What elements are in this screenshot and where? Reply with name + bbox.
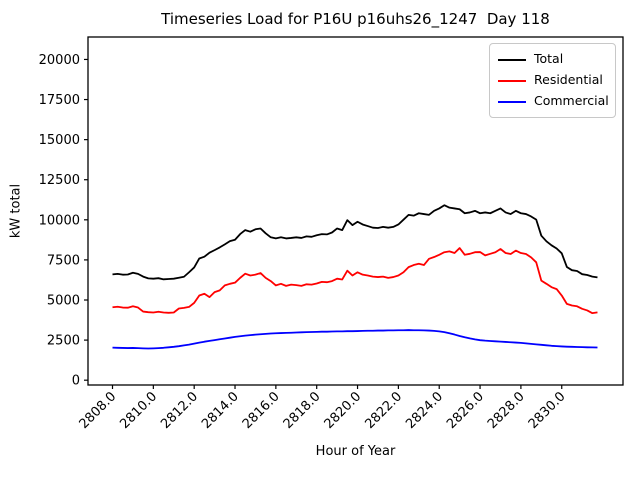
series-line-residential <box>112 247 598 315</box>
legend-line-sample-total <box>498 58 526 61</box>
y-tick-label: 15000 <box>39 133 80 148</box>
x-tick-label: 2810.0 <box>117 389 160 432</box>
x-tick-label: 2808.0 <box>77 389 120 432</box>
y-tick-label: 10000 <box>39 213 80 228</box>
legend-line-sample-commercial <box>498 100 526 103</box>
y-tick-label: 7500 <box>47 253 80 268</box>
x-tick-label: 2826.0 <box>444 389 487 432</box>
legend-entry-total: Total <box>498 49 609 70</box>
legend-entry-residential: Residential <box>498 70 609 91</box>
legend: Total Residential Commercial <box>489 43 616 118</box>
x-tick-label: 2820.0 <box>322 389 365 432</box>
y-tick-label: 20000 <box>39 53 80 68</box>
figure-title: Timeseries Load for P16U p16uhs26_1247 D… <box>161 10 550 28</box>
y-tick-label: 5000 <box>47 294 80 309</box>
x-tick-label: 2812.0 <box>158 389 201 432</box>
y-tick-label: 12500 <box>39 173 80 188</box>
legend-label-residential: Residential <box>534 72 603 88</box>
legend-label-commercial: Commercial <box>534 93 609 109</box>
legend-entry-commercial: Commercial <box>498 91 609 112</box>
x-tick-label: 2824.0 <box>403 389 446 432</box>
x-tick-label: 2816.0 <box>240 389 283 432</box>
axes-spines <box>87 36 624 386</box>
legend-label-total: Total <box>534 51 564 67</box>
x-tick-label: 2818.0 <box>281 389 324 432</box>
x-tick-label: 2828.0 <box>485 389 528 432</box>
x-tick-label: 2822.0 <box>362 389 405 432</box>
legend-line-sample-residential <box>498 79 526 82</box>
series-line-total <box>112 204 598 281</box>
x-tick-label: 2830.0 <box>526 389 569 432</box>
y-axis-label: kW total <box>8 183 24 239</box>
x-axis-label: Hour of Year <box>315 444 396 459</box>
x-tick-label: 2814.0 <box>199 389 242 432</box>
y-tick-label: 2500 <box>47 334 80 349</box>
series-line-commercial <box>112 329 598 350</box>
y-tick-label: 17500 <box>39 93 80 108</box>
y-tick-label: 0 <box>72 374 80 389</box>
